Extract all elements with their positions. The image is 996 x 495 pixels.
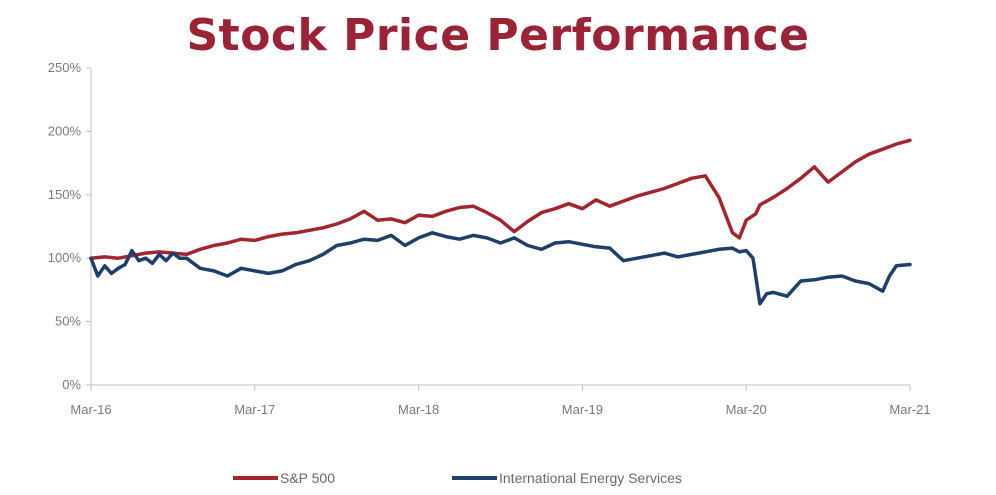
legend-label-international-energy-services: International Energy Services xyxy=(499,470,682,486)
y-tick-label: 100% xyxy=(48,250,82,265)
x-tick-label: Mar-20 xyxy=(726,402,767,417)
series-line-s-p-500 xyxy=(89,138,912,260)
x-tick-label: Mar-21 xyxy=(889,402,930,417)
x-tick-label: Mar-17 xyxy=(234,402,275,417)
x-tick-label: Mar-19 xyxy=(562,402,603,417)
x-tick-label: Mar-18 xyxy=(398,402,439,417)
y-tick-label: 250% xyxy=(48,60,82,75)
chart-title: Stock Price Performance xyxy=(186,10,810,61)
y-tick-label: 50% xyxy=(55,314,81,329)
x-axis: Mar-16 Mar-17 Mar-18 Mar-19 Mar-20 Mar-21 xyxy=(70,384,931,417)
x-tick-label: Mar-16 xyxy=(70,402,111,417)
series-line-international-energy-services xyxy=(89,231,912,306)
legend-label-s-p-500: S&P 500 xyxy=(280,470,335,486)
y-axis: 0% 50% 100% 150% 200% 250% xyxy=(48,60,92,392)
legend: S&P 500 International Energy Services xyxy=(233,470,682,486)
y-tick-label: 150% xyxy=(48,187,82,202)
y-tick-label: 0% xyxy=(62,377,81,392)
series-lines xyxy=(89,138,912,306)
y-tick-label: 200% xyxy=(48,123,82,138)
